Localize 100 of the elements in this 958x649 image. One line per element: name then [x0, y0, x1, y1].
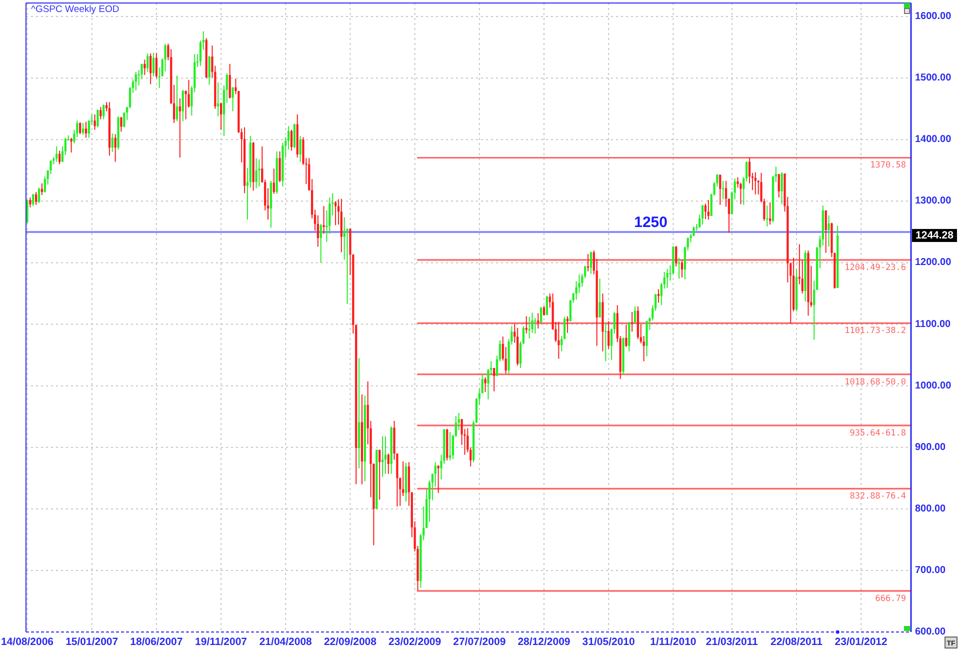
y-tick-label: 1400.00	[915, 134, 952, 146]
series-label: 1101.73-38.2	[844, 326, 906, 336]
candlestick	[146, 52, 149, 72]
y-tick-label: 900.00	[915, 442, 946, 453]
candlestick	[434, 462, 436, 488]
x-tick-label: 27/07/2009	[453, 636, 506, 648]
candlestick	[598, 278, 601, 318]
x-tick-label: 22/08/2011	[770, 636, 823, 648]
x-tick-label: 28/12/2009	[518, 636, 570, 648]
x-tick-label: 14/08/2006	[0, 636, 54, 648]
candlestick	[102, 104, 105, 120]
y-tick-label: 600.00	[915, 626, 946, 638]
x-tick-label: 18/06/2007	[130, 636, 183, 648]
candlestick	[70, 137, 72, 154]
candlestick	[722, 180, 724, 200]
candlestick	[164, 43, 166, 72]
candlestick	[320, 223, 322, 264]
candlestick	[608, 320, 610, 350]
candlestick	[666, 268, 668, 288]
candlestick	[525, 316, 528, 334]
series-label: 1204.49-23.6	[844, 262, 906, 273]
chart-title: ^GSPC Weekly EOD	[31, 4, 120, 15]
candlestick	[537, 312, 540, 330]
candlestick	[824, 210, 827, 254]
candlestick	[120, 116, 122, 132]
candlestick	[680, 260, 684, 278]
candlestick	[134, 71, 137, 91]
series-label: 666.79	[875, 594, 906, 604]
candlestick	[628, 321, 630, 352]
text: 1244.28	[916, 229, 954, 242]
candlestick	[150, 52, 152, 85]
candlestick	[58, 150, 61, 165]
y-tick-label: 1300.00	[915, 196, 952, 207]
candlestick	[26, 199, 28, 224]
candlestick	[84, 121, 88, 138]
candlestick	[152, 52, 155, 77]
candlestick	[704, 203, 707, 220]
candlestick	[378, 449, 381, 500]
candlestick	[82, 122, 84, 136]
candlestick	[484, 376, 486, 392]
y-tick-label: 800.00	[915, 503, 946, 514]
x-tick-label: 22/09/2008	[324, 636, 377, 648]
x-tick-label: 31/05/2010	[582, 636, 636, 648]
candlestick	[272, 168, 275, 194]
x-tick-label: 23/02/2009	[388, 636, 442, 648]
candlestick	[384, 436, 387, 474]
x-tick-label: 19/11/2007	[195, 636, 248, 648]
candlestick	[604, 322, 607, 362]
y-tick-label: 1100.00	[915, 318, 952, 330]
candlestick	[678, 257, 680, 280]
candlestick	[634, 306, 636, 324]
candlestick	[228, 63, 231, 99]
candlestick	[754, 172, 756, 195]
candlestick	[94, 114, 96, 130]
candlestick	[96, 108, 99, 128]
candlestick	[387, 453, 390, 474]
candlestick	[178, 98, 181, 158]
candlestick	[123, 112, 126, 128]
candlestick	[38, 187, 40, 204]
candlestick	[493, 367, 496, 392]
candlestick	[437, 464, 440, 494]
candlestick	[540, 306, 542, 323]
candlestick	[701, 204, 704, 226]
candlestick	[542, 305, 546, 316]
y-tick-label: 700.00	[915, 564, 946, 576]
candlestick	[293, 123, 296, 149]
candlestick	[299, 135, 302, 162]
candlestick	[144, 59, 146, 76]
candlestick	[155, 52, 158, 79]
candlestick	[32, 193, 34, 207]
y-tick-label: 1200.00	[915, 257, 952, 268]
candlestick	[381, 436, 384, 478]
candlestick	[111, 132, 114, 152]
candlestick	[590, 251, 592, 274]
candlestick	[625, 324, 628, 348]
candlestick	[29, 196, 32, 208]
x-tick-label: 15/01/2007	[66, 636, 118, 648]
candlestick	[290, 129, 293, 152]
candlestick	[232, 86, 234, 112]
y-tick-label: 1500.00	[915, 72, 952, 84]
candlestick	[778, 174, 780, 198]
candlestick	[707, 199, 710, 220]
candlestick	[278, 150, 281, 183]
series-label: 1370.58	[870, 160, 906, 171]
candlestick	[50, 160, 52, 175]
ref-line-label: 1250	[634, 214, 668, 231]
candlestick	[182, 89, 184, 122]
candlestick	[566, 316, 569, 334]
x-tick-label: 21/04/2008	[259, 636, 312, 648]
candlestick	[217, 82, 220, 117]
x-tick-label: 23/01/2012	[834, 636, 888, 648]
candlestick	[528, 316, 530, 339]
candlestick	[220, 102, 222, 130]
candlestick	[258, 158, 260, 187]
candlestick	[176, 75, 178, 122]
candlestick	[40, 182, 43, 196]
candlestick	[769, 202, 772, 226]
candlestick	[322, 206, 325, 234]
series-label: 832.88-76.4	[850, 492, 906, 502]
x-tick-label: 21/03/2011	[706, 636, 758, 648]
